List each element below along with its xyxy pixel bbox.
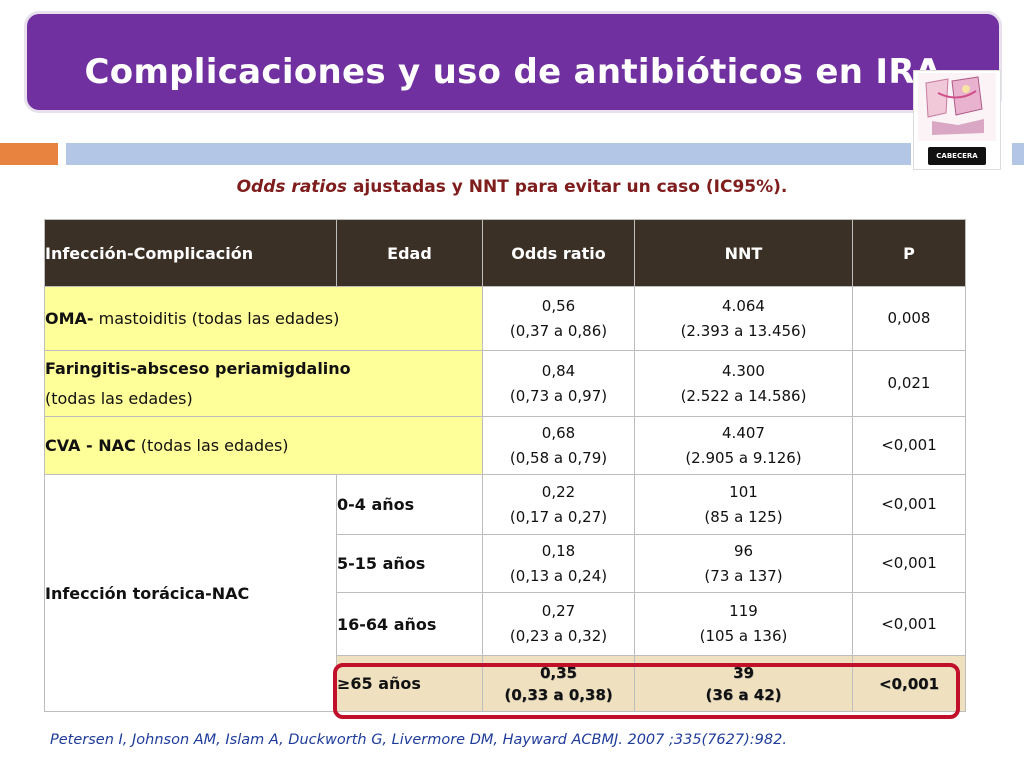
nnt-value: 119 xyxy=(729,602,758,620)
row-label: Faringitis-absceso periamigdalino (todas … xyxy=(44,350,483,417)
logo-illustration-icon xyxy=(918,73,996,141)
odds-ratio-value: 0,68 xyxy=(541,423,576,442)
odds-ratio-ci: (0,17 a 0,27) xyxy=(509,507,608,526)
odds-ratio-value: 0,84 xyxy=(541,361,576,380)
odds-ratio-cell: 0,18 (0,13 a 0,24) xyxy=(482,534,635,593)
odds-ratio-cell: 0,68 (0,58 a 0,79) xyxy=(482,416,635,475)
header-odds-ratio: Odds ratio xyxy=(482,219,635,287)
citation: Petersen I, Johnson AM, Islam A, Duckwor… xyxy=(50,732,787,748)
p-value-cell: 0,021 xyxy=(852,350,966,417)
accent-bar-orange xyxy=(0,143,58,165)
nnt-cell: 4.064 (2.393 a 13.456) xyxy=(634,286,853,351)
table-row: Infección torácica-NAC 0-4 años 0,22 (0,1… xyxy=(44,474,966,712)
age-cell: 5-15 años xyxy=(336,534,483,593)
nnt-value: 96 xyxy=(733,541,754,560)
group-label-torax: Infección torácica-NAC xyxy=(44,474,337,712)
table-row: Faringitis-absceso periamigdalino (todas … xyxy=(44,350,966,417)
odds-ratio-ci: (0,23 a 0,32) xyxy=(509,627,608,645)
nnt-cell: 4.300 (2.522 a 14.586) xyxy=(634,350,853,417)
cabecera-logo: CABECERA xyxy=(913,70,1001,170)
age-cell: 0-4 años xyxy=(336,474,483,535)
header-p: P xyxy=(852,219,966,287)
nnt-ci: (73 a 137) xyxy=(704,566,783,585)
table-row: OMA- mastoiditis (todas las edades) 0,56… xyxy=(44,286,966,351)
odds-ratio-ci: (0,33 a 0,38) xyxy=(504,685,613,704)
nnt-value: 4.064 xyxy=(722,296,765,315)
p-value-cell: 0,008 xyxy=(852,286,966,351)
row-label-bold: CVA - NAC xyxy=(45,436,136,455)
table-caption: Odds ratios ajustadas y NNT para evitar … xyxy=(0,177,1024,197)
table-header-row: Infección-Complicación Edad Odds ratio N… xyxy=(44,219,966,287)
nnt-ci: (2.905 a 9.126) xyxy=(685,448,802,467)
nnt-ci: (36 a 42) xyxy=(705,685,782,704)
row-label-normal: (todas las edades) xyxy=(45,388,193,408)
odds-ratio-table: Infección-Complicación Edad Odds ratio N… xyxy=(44,219,966,712)
odds-ratio-ci: (0,37 a 0,86) xyxy=(509,321,608,340)
header-edad: Edad xyxy=(336,219,483,287)
row-label-normal: mastoiditis (todas las edades) xyxy=(93,309,340,328)
accent-bar-blue xyxy=(66,143,911,165)
age-cell: ≥65 años xyxy=(336,655,483,712)
nnt-ci: (85 a 125) xyxy=(704,507,783,526)
nnt-ci: (2.522 a 14.586) xyxy=(680,386,807,405)
nnt-value: 101 xyxy=(729,482,758,501)
row-label-bold: OMA- xyxy=(45,309,94,328)
logo-badge: CABECERA xyxy=(928,147,986,165)
table-row: 5-15 años 0,18 (0,13 a 0,24) 96 (73 a 137)… xyxy=(45,534,966,593)
odds-ratio-ci: (0,58 a 0,79) xyxy=(509,448,608,467)
nnt-cell: 39 (36 a 42) xyxy=(634,655,853,712)
p-value-cell: <0,001 xyxy=(852,655,966,712)
odds-ratio-value: 0,22 xyxy=(541,482,576,501)
title-banner: Complicaciones y uso de antibióticos en … xyxy=(27,14,999,110)
odds-ratio-value: 0,18 xyxy=(541,541,576,560)
row-label-bold: Faringitis-absceso periamigdalino xyxy=(45,358,351,378)
age-cell: 16-64 años xyxy=(336,592,483,656)
caption-italic: Odds ratios xyxy=(236,177,348,197)
caption-rest: ajustadas y NNT para evitar un caso (IC9… xyxy=(347,177,788,197)
nnt-cell: 4.407 (2.905 a 9.126) xyxy=(634,416,853,475)
nnt-value: 4.300 xyxy=(722,361,765,380)
odds-ratio-cell: 0,35 (0,33 a 0,38) xyxy=(482,655,635,712)
odds-ratio-cell: 0,84 (0,73 a 0,97) xyxy=(482,350,635,417)
odds-ratio-value: 0,27 xyxy=(541,602,576,620)
odds-ratio-value: 0,56 xyxy=(541,296,576,315)
row-label: OMA- mastoiditis (todas las edades) xyxy=(44,286,483,351)
nnt-value: 4.407 xyxy=(722,423,765,442)
nnt-ci: (2.393 a 13.456) xyxy=(680,321,807,340)
p-value-cell: <0,001 xyxy=(852,592,966,656)
row-label: CVA - NAC (todas las edades) xyxy=(44,416,483,475)
odds-ratio-cell: 0,27 (0,23 a 0,32) xyxy=(482,592,635,656)
nnt-cell: 101 (85 a 125) xyxy=(634,474,853,535)
accent-bar-blue-right xyxy=(1012,143,1024,165)
nnt-value: 39 xyxy=(733,663,754,682)
nnt-cell: 96 (73 a 137) xyxy=(634,534,853,593)
odds-ratio-ci: (0,13 a 0,24) xyxy=(509,566,608,585)
p-value-cell: <0,001 xyxy=(852,534,966,593)
table-row: CVA - NAC (todas las edades) 0,68 (0,58 a… xyxy=(44,416,966,475)
header-nnt: NNT xyxy=(634,219,853,287)
row-label-normal: (todas las edades) xyxy=(135,436,289,455)
nnt-cell: 119 (105 a 136) xyxy=(634,592,853,656)
odds-ratio-cell: 0,56 (0,37 a 0,86) xyxy=(482,286,635,351)
p-value-cell: <0,001 xyxy=(852,416,966,475)
odds-ratio-value: 0,35 xyxy=(539,663,577,682)
slide-title: Complicaciones y uso de antibióticos en … xyxy=(84,52,942,92)
header-infeccion: Infección-Complicación xyxy=(44,219,337,287)
odds-ratio-cell: 0,22 (0,17 a 0,27) xyxy=(482,474,635,535)
odds-ratio-ci: (0,73 a 0,97) xyxy=(509,386,608,405)
p-value-cell: <0,001 xyxy=(852,474,966,535)
nnt-ci: (105 a 136) xyxy=(699,627,788,645)
